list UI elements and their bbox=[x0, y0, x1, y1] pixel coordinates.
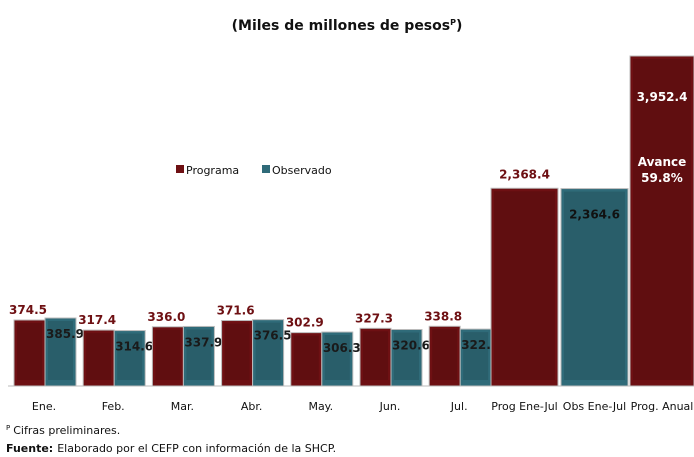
annotation: Avance bbox=[638, 155, 687, 169]
annotation: 59.8% bbox=[641, 171, 683, 185]
x-tick-label: Abr. bbox=[241, 400, 263, 413]
bar bbox=[151, 326, 184, 387]
value-label: 3,952.4 bbox=[637, 90, 688, 104]
bar bbox=[221, 320, 254, 387]
legend-swatch bbox=[176, 165, 184, 173]
title-superscript: P bbox=[450, 18, 456, 27]
bar bbox=[321, 331, 354, 387]
value-label: 306.3 bbox=[323, 341, 361, 355]
source-text: Elaborado por el CEFP con información de… bbox=[57, 442, 336, 455]
bar bbox=[359, 327, 392, 387]
bar bbox=[629, 55, 694, 387]
value-label: 317.4 bbox=[78, 313, 116, 327]
bar bbox=[113, 330, 146, 387]
bar bbox=[82, 329, 115, 387]
value-label: 2,368.4 bbox=[499, 167, 550, 181]
value-label: 374.5 bbox=[9, 303, 47, 317]
bar bbox=[252, 319, 285, 387]
note-mark: P bbox=[6, 424, 10, 432]
legend-label: Observado bbox=[272, 164, 332, 177]
value-label: 376.5 bbox=[254, 329, 292, 343]
chart-title: (Miles de millones de pesosP) bbox=[232, 18, 463, 34]
bar bbox=[290, 332, 323, 387]
bar bbox=[390, 329, 423, 387]
value-label: 314.6 bbox=[115, 340, 153, 354]
title-end: ) bbox=[456, 18, 462, 34]
value-label: 322.9 bbox=[461, 338, 499, 352]
x-tick-label: Jul. bbox=[450, 400, 468, 413]
x-tick-label: Mar. bbox=[171, 400, 194, 413]
bar bbox=[44, 317, 77, 387]
x-tick-label: Jun. bbox=[379, 400, 401, 413]
value-label: 302.9 bbox=[286, 316, 324, 330]
title-text: (Miles de millones de pesos bbox=[232, 18, 450, 34]
source: Fuente: Elaborado por el CEFP con informa… bbox=[6, 442, 336, 455]
legend-swatch bbox=[262, 165, 270, 173]
value-label: 337.9 bbox=[184, 335, 222, 349]
value-label: 2,364.6 bbox=[569, 208, 620, 222]
value-label: 327.3 bbox=[355, 311, 393, 325]
bar bbox=[490, 187, 559, 387]
value-label: 338.8 bbox=[424, 309, 462, 323]
footnote: P Cifras preliminares. bbox=[6, 424, 120, 437]
value-label: 385.9 bbox=[46, 327, 84, 341]
legend-label: Programa bbox=[186, 164, 239, 177]
value-label: 371.6 bbox=[217, 304, 255, 318]
x-tick-label: Obs Ene-Jul bbox=[563, 400, 626, 413]
x-tick-label: Prog Ene-Jul bbox=[491, 400, 557, 413]
bar bbox=[428, 325, 461, 387]
x-tick-label: Ene. bbox=[32, 400, 56, 413]
x-tick-label: Feb. bbox=[102, 400, 125, 413]
value-label: 320.6 bbox=[392, 339, 430, 353]
bar bbox=[13, 319, 46, 387]
source-label: Fuente: bbox=[6, 442, 53, 455]
bar bbox=[182, 325, 215, 387]
x-tick-label: Prog. Anual bbox=[631, 400, 694, 413]
note-text: Cifras preliminares. bbox=[13, 424, 120, 437]
bar bbox=[459, 328, 492, 387]
value-label: 336.0 bbox=[147, 310, 185, 324]
bar bbox=[560, 188, 629, 387]
x-tick-label: May. bbox=[308, 400, 333, 413]
